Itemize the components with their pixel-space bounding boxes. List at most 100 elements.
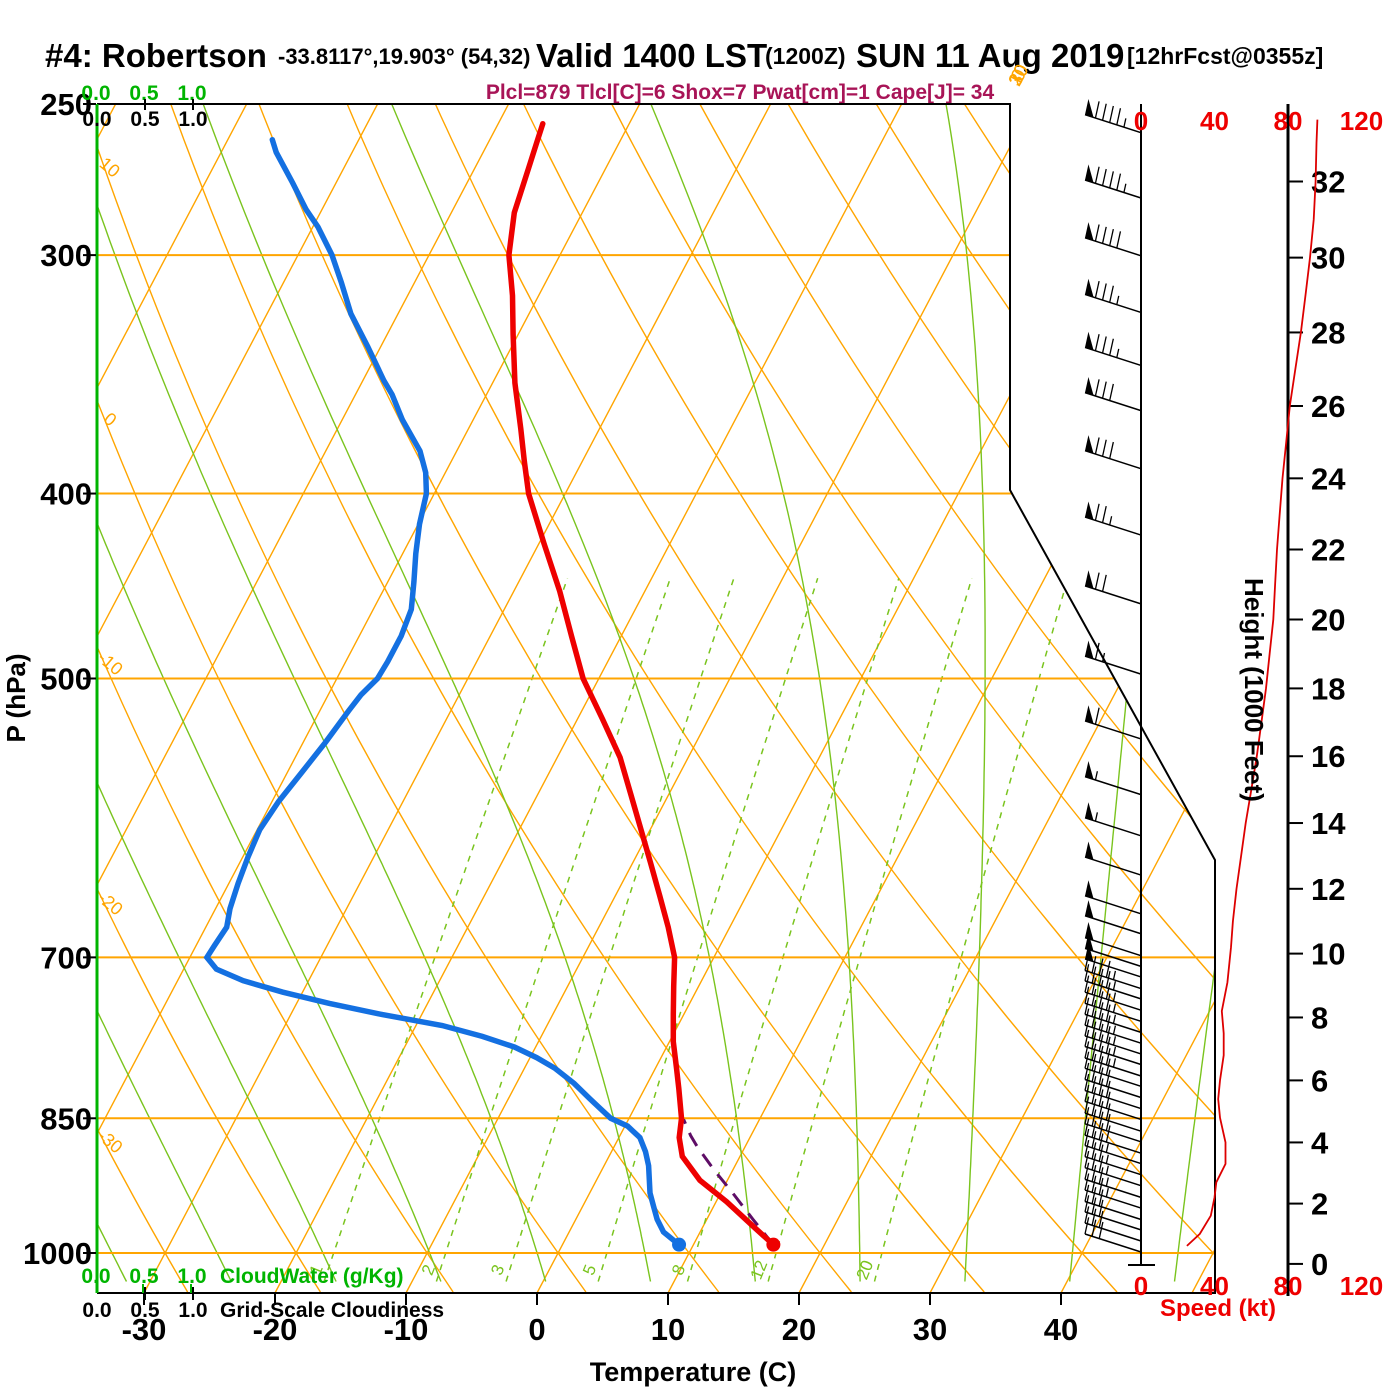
pressure-tick-label: 1000	[23, 1236, 92, 1271]
height-tick-label: 16	[1311, 739, 1345, 774]
sounding-curves	[203, 120, 777, 1248]
moist-adiabat-line	[97, 104, 547, 1282]
temp-tick-label: 30	[913, 1312, 947, 1347]
pressure-tick-label: 850	[40, 1101, 92, 1136]
wind-barb	[1084, 501, 1142, 536]
wind-barb	[1084, 900, 1142, 935]
temp-tick-label: 10	[651, 1312, 685, 1347]
pressure-tick-label: 300	[40, 238, 92, 273]
wind-barb	[1084, 570, 1142, 605]
cloudwater-top-tick-label: 1.0	[177, 82, 206, 105]
wind-barb	[1084, 435, 1142, 470]
temp-tick-label: 0	[528, 1312, 545, 1347]
axis-titles: P (hPa) Temperature (C) Height (1000 Fee…	[1, 578, 1276, 1387]
cloudiness-top-tick-label: 1.0	[178, 108, 207, 131]
valid-time: Valid 1400 LST	[536, 37, 767, 74]
wind-barb	[1084, 1217, 1142, 1253]
height-tick-label: 6	[1311, 1063, 1328, 1098]
dry-adiabat-line	[97, 104, 454, 1293]
cloudwater-bottom-tick-label: 1.0	[177, 1265, 206, 1288]
axes-ticks-labels: 250 300 400 500 700 850 1000 -30 -20 -10 0 10 20 30 40…	[23, 82, 1078, 1347]
wind-barb	[1084, 953, 1142, 990]
surface-points	[672, 1237, 781, 1252]
dry-adiabat-line	[346, 104, 1118, 1293]
moist-adiabat-line	[391, 104, 756, 1282]
height-tick-label: 18	[1311, 671, 1345, 706]
speed-tick-label-bottom: 0	[1134, 1271, 1148, 1301]
mixing-ratio-line	[873, 577, 1069, 1282]
wind-barbs	[1084, 99, 1142, 1253]
cloudiness-top-tick-label: 0.5	[130, 108, 160, 131]
station-title: #4: Robertson	[45, 37, 267, 74]
wind-barb	[1084, 705, 1142, 740]
height-tick-label: 22	[1311, 532, 1345, 567]
mixing-ratio-line	[323, 577, 569, 1282]
temp-tick-label: -10	[384, 1312, 429, 1347]
temp-tick-label: -20	[253, 1312, 298, 1347]
height-tick-label: 4	[1311, 1125, 1329, 1160]
moist-adiabat-line	[202, 104, 652, 1282]
parcel-ascent-curve	[682, 1118, 775, 1246]
pressure-tick-label: 700	[40, 940, 92, 975]
wind-barb	[1084, 376, 1142, 412]
isotherm-line	[798, 104, 1215, 1293]
cloudiness-bottom-tick-label: 0.0	[82, 1299, 111, 1322]
isotherm-line	[405, 104, 1034, 1293]
wind-barb	[1084, 975, 1142, 1011]
forecast-tag: [12hrFcst@0355z]	[1127, 43, 1323, 69]
wind-barb	[1084, 640, 1142, 675]
surface-dewpoint-dot	[672, 1237, 687, 1252]
valid-date: SUN 11 Aug 2019	[856, 37, 1124, 74]
stability-params: Plcl=879 Tlcl[C]=6 Shox=7 Pwat[cm]=1 Cap…	[486, 81, 995, 104]
isotherm-line	[97, 104, 248, 1293]
wind-barb	[1084, 964, 1142, 1000]
temperature-axis-title: Temperature (C)	[590, 1357, 797, 1387]
dry-adiabat-line	[699, 104, 1215, 1293]
pressure-tick-label: 250	[40, 87, 92, 122]
dry-adiabat-line	[97, 104, 321, 1293]
speed-axis-title: Speed (kt)	[1160, 1295, 1276, 1322]
height-tick-label: 28	[1311, 315, 1345, 350]
speed-profile-curve	[1186, 119, 1319, 1247]
wind-barb	[1084, 761, 1142, 796]
height-tick-label: 8	[1311, 1000, 1328, 1035]
dry-adiabat-line	[434, 104, 1215, 1293]
height-tick-label: 30	[1311, 241, 1345, 276]
temp-tick-label: 40	[1044, 1312, 1078, 1347]
speed-tick-label-bottom: 40	[1200, 1271, 1229, 1301]
dry-adiabat-line	[97, 104, 720, 1293]
height-tick-label: 24	[1311, 461, 1346, 496]
height-axis-title: Height (1000 Feet)	[1239, 578, 1269, 802]
speed-tick-label-top: 80	[1274, 106, 1303, 136]
isotherm-line	[274, 104, 903, 1293]
speed-tick-label-top: 0	[1134, 106, 1148, 136]
dry-adiabat-line	[522, 104, 1215, 1293]
moist-adiabat-line	[1173, 104, 1215, 1282]
cloudwater-title: CloudWater (g/Kg)	[220, 1265, 404, 1288]
temperature-curve	[506, 120, 777, 1248]
wind-barb	[1084, 802, 1142, 837]
mixing-ratio-line	[597, 577, 819, 1282]
height-tick-label: 14	[1311, 806, 1346, 841]
wind-barb	[1084, 922, 1142, 957]
pressure-axis-title: P (hPa)	[1, 653, 31, 742]
station-coords: -33.8117°,19.903° (54,32)	[278, 44, 530, 69]
plot-border	[95, 103, 1216, 1294]
height-tick-label: 20	[1311, 603, 1345, 638]
wind-barb	[1084, 222, 1142, 257]
cloudwater-top-tick-label: 0.0	[81, 82, 110, 105]
dry-adiabat-line	[170, 104, 852, 1293]
plot-frame	[97, 103, 1216, 1294]
isotherm-line	[97, 104, 641, 1293]
cloudiness-bottom-tick-label: 1.0	[178, 1299, 207, 1322]
height-tick-label: 0	[1311, 1247, 1328, 1282]
mixing-ratio-line	[686, 577, 900, 1282]
height-tick-label: 10	[1311, 937, 1345, 972]
dry-adiabat-line	[258, 104, 985, 1293]
cloudiness-title: Grid-Scale Cloudiness	[220, 1299, 444, 1322]
temp-tick-label: -30	[122, 1312, 167, 1347]
height-speed-panel: 0246810121416182022242628303200404080801…	[1128, 104, 1383, 1301]
wind-barb	[1084, 841, 1142, 876]
cloudwater-top-tick-label: 0.5	[129, 82, 159, 105]
